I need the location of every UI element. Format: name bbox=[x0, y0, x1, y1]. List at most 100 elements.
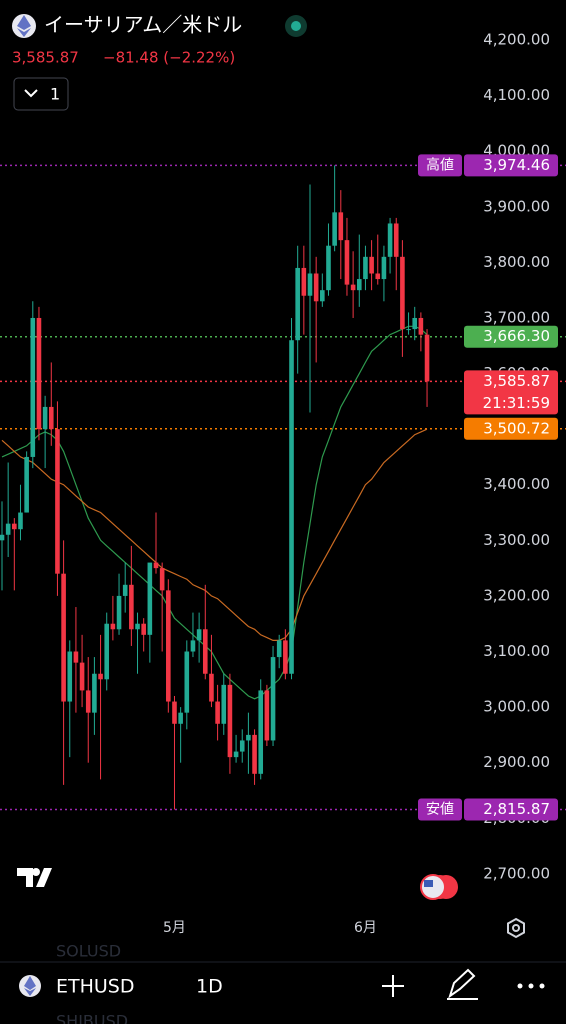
more-dot[interactable] bbox=[517, 983, 523, 989]
candle-body bbox=[196, 629, 202, 641]
more-dot[interactable] bbox=[528, 983, 534, 989]
level-name-tag bbox=[418, 798, 462, 821]
footer-interval[interactable]: 1D bbox=[196, 976, 223, 998]
more-dot[interactable] bbox=[539, 983, 545, 989]
interval-count: 1 bbox=[50, 85, 60, 104]
candle-body bbox=[55, 429, 60, 574]
add-icon[interactable] bbox=[382, 975, 404, 997]
y-tick-label: 3,700.00 bbox=[483, 308, 550, 326]
price-labels: 2,700.002,800.002,900.003,000.003,100.00… bbox=[418, 31, 558, 882]
candle-body bbox=[233, 751, 239, 758]
candle-body bbox=[227, 684, 233, 758]
y-tick-label: 3,000.00 bbox=[483, 698, 550, 716]
level-tag bbox=[464, 417, 558, 440]
level-tag bbox=[464, 325, 558, 348]
candle-body bbox=[73, 651, 79, 663]
candle-body bbox=[393, 223, 399, 257]
candle-body bbox=[424, 334, 430, 382]
candle-body bbox=[406, 329, 411, 331]
candle-body bbox=[159, 568, 165, 591]
candle-body bbox=[313, 273, 319, 302]
candle-body bbox=[350, 284, 356, 291]
candle-body bbox=[36, 317, 42, 430]
level-tag bbox=[464, 154, 558, 177]
price-change: −81.48 (−2.22%) bbox=[103, 49, 235, 67]
candle-body bbox=[418, 317, 424, 335]
candle-body bbox=[42, 406, 48, 430]
candle-body bbox=[209, 673, 214, 702]
status-dot bbox=[291, 21, 301, 31]
candle-body bbox=[129, 584, 134, 630]
candle-body bbox=[369, 256, 374, 274]
candle-body bbox=[5, 523, 11, 535]
candle-body bbox=[85, 690, 91, 713]
x-tick-label: 6月 bbox=[354, 920, 377, 936]
candle-body bbox=[307, 273, 313, 296]
level-name-tag bbox=[418, 154, 462, 177]
level-tag bbox=[464, 798, 558, 821]
candle-body bbox=[221, 684, 227, 724]
candle-body bbox=[295, 267, 300, 341]
y-tick-label: 3,300.00 bbox=[483, 531, 550, 549]
candle-body bbox=[215, 701, 220, 724]
y-tick-label: 3,400.00 bbox=[483, 475, 550, 493]
moving-average bbox=[1, 325, 428, 700]
candle-body bbox=[18, 512, 23, 530]
candle-body bbox=[246, 734, 251, 741]
settings-icon[interactable] bbox=[507, 917, 525, 939]
candle-body bbox=[301, 267, 307, 296]
candle-body bbox=[48, 406, 54, 430]
y-tick-label: 3,900.00 bbox=[483, 197, 550, 215]
y-tick-label: 3,100.00 bbox=[483, 642, 550, 660]
interval-button[interactable] bbox=[13, 77, 69, 111]
y-tick-label: 2,900.00 bbox=[483, 753, 550, 771]
candle-body bbox=[30, 317, 36, 457]
level-value: 3,500.72 bbox=[483, 419, 550, 437]
candle-body bbox=[104, 623, 110, 680]
countdown: 21:31:59 bbox=[483, 394, 550, 412]
level-tag bbox=[464, 370, 558, 415]
candle-body bbox=[24, 456, 29, 513]
candle-body bbox=[338, 212, 344, 241]
level-value: 2,815.87 bbox=[483, 800, 550, 818]
tv-logo-dot bbox=[32, 868, 40, 876]
hidden-symbol: SHIBUSD bbox=[56, 1012, 128, 1024]
candle-body bbox=[332, 212, 337, 246]
candle-body bbox=[12, 523, 17, 530]
candle-body bbox=[258, 690, 264, 774]
last-price: 3,585.87 bbox=[12, 49, 79, 67]
candle-body bbox=[252, 734, 257, 774]
hidden-symbol: SOLUSD bbox=[56, 942, 121, 961]
candle-body bbox=[400, 256, 405, 330]
candle-body bbox=[172, 701, 177, 724]
candle-body bbox=[166, 590, 171, 702]
candle-body bbox=[381, 256, 387, 280]
eth-glyph bbox=[24, 976, 36, 996]
candle-body bbox=[270, 657, 276, 741]
candle-body bbox=[375, 273, 381, 280]
candle-body bbox=[202, 629, 208, 674]
candle-body bbox=[0, 534, 5, 541]
candle-body bbox=[135, 623, 140, 630]
candle-body bbox=[326, 245, 331, 291]
candle-body bbox=[184, 651, 190, 713]
symbol-title: イーサリアム／米ドル bbox=[44, 13, 242, 37]
draw-icon[interactable] bbox=[447, 968, 478, 1000]
y-tick-label: 2,700.00 bbox=[483, 864, 550, 882]
candle-body bbox=[178, 712, 183, 724]
candle-body bbox=[276, 640, 282, 658]
candle-body bbox=[67, 651, 73, 702]
level-value: 3,974.46 bbox=[483, 156, 550, 174]
candle-body bbox=[320, 290, 325, 302]
moving-average bbox=[1, 428, 428, 641]
footer-symbol[interactable]: ETHUSD bbox=[56, 976, 135, 998]
eth-glyph bbox=[17, 15, 31, 37]
candle-body bbox=[116, 595, 122, 630]
candle-body bbox=[153, 562, 159, 569]
candle-body bbox=[190, 640, 196, 652]
candle-body bbox=[264, 690, 270, 741]
candle-body bbox=[61, 573, 66, 702]
